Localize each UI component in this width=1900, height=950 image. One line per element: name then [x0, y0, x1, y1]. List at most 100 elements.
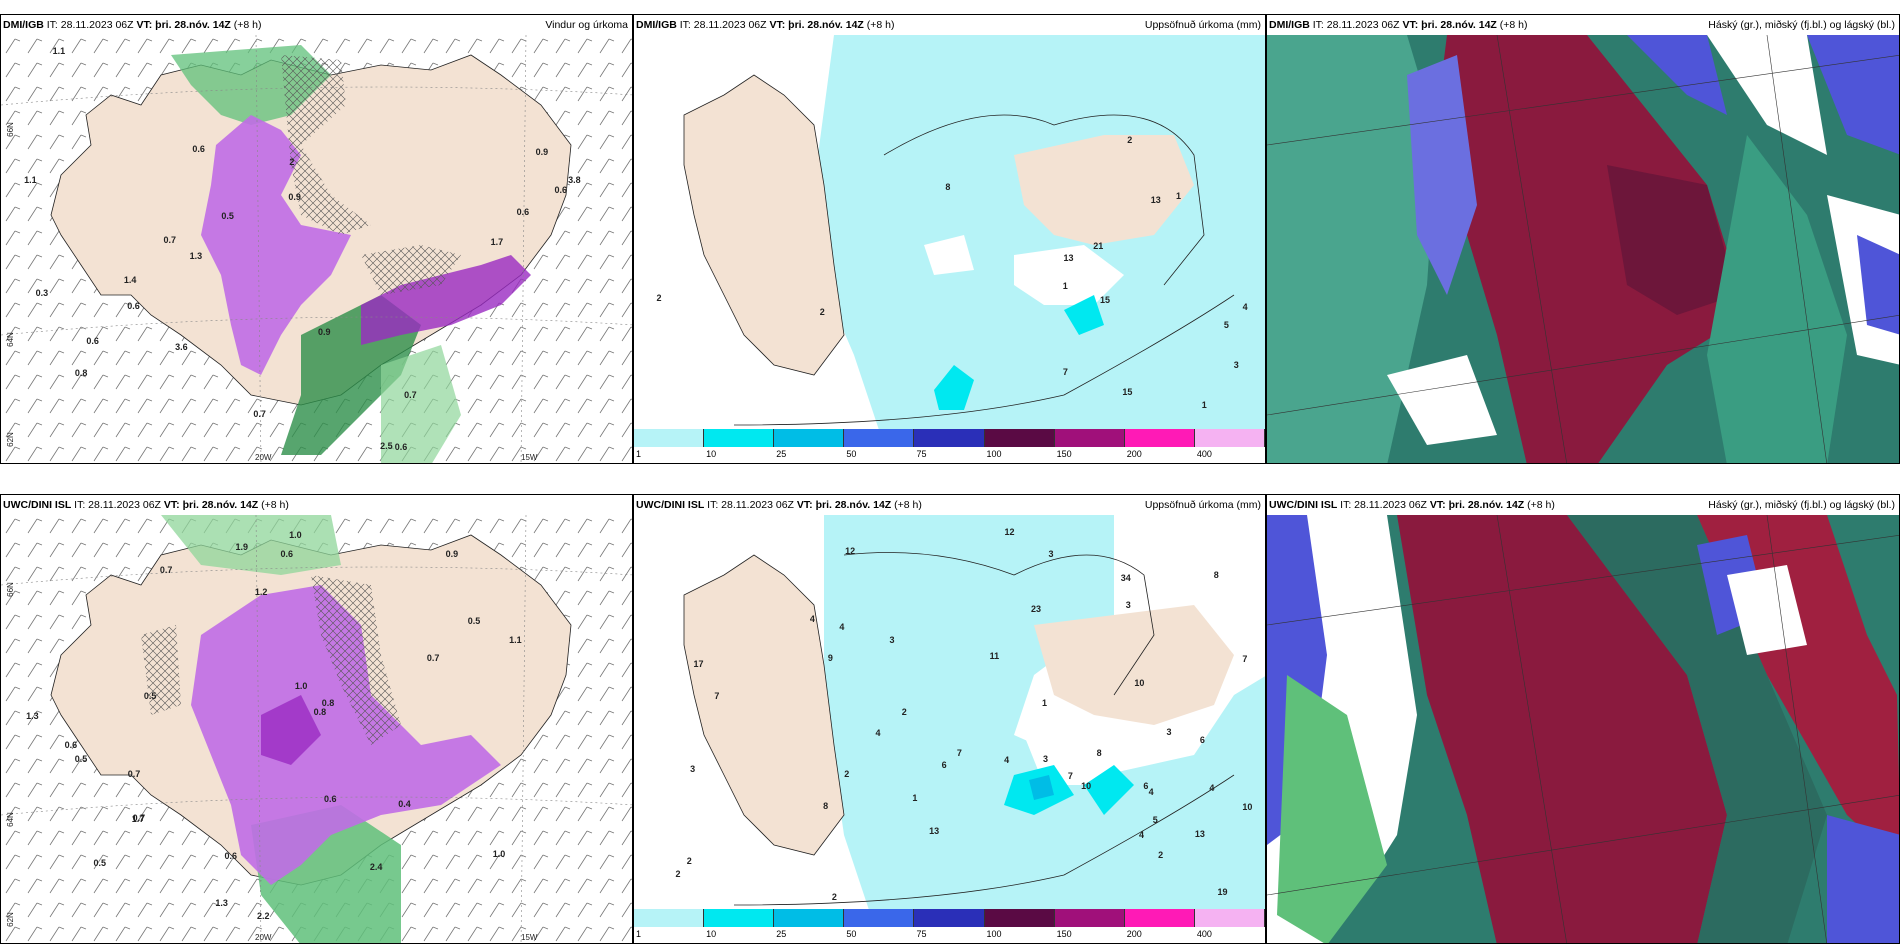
value-label: 0.5 — [221, 210, 234, 221]
panel-wind-dmi: DMI/IGB IT: 28.11.2023 06Z VT: þri. 28.n… — [0, 14, 633, 464]
colorbar-tick: 1 — [636, 929, 642, 939]
value-label: 0.7 — [426, 652, 440, 663]
value-label: 10 — [1242, 801, 1253, 812]
lead-time: (+8 h) — [261, 499, 289, 511]
value-label: 0.9 — [318, 326, 331, 337]
value-label: 3.6 — [175, 342, 188, 353]
value-label: 2 — [819, 306, 825, 317]
value-label: 2 — [289, 156, 295, 167]
panel-wind-uwc: UWC/DINI ISL IT: 28.11.2023 06Z VT: þri.… — [0, 494, 633, 944]
value-label: 0.6 — [127, 301, 140, 312]
value-label: 0.6 — [516, 206, 530, 217]
value-label: 1.3 — [26, 710, 39, 721]
value-label: 1.7 — [490, 237, 504, 248]
value-label: 7 — [1242, 654, 1248, 665]
value-label: 1.7 — [131, 814, 145, 825]
value-label: 0.8 — [74, 367, 88, 378]
colorbar-swatch — [704, 429, 775, 447]
value-label: 0.4 — [398, 799, 411, 810]
panel-header: DMI/IGB IT: 28.11.2023 06Z VT: þri. 28.n… — [634, 15, 1265, 35]
panel-header: UWC/DINI ISL IT: 28.11.2023 06Z VT: þri.… — [634, 495, 1265, 515]
value-label: 8 — [945, 182, 951, 193]
value-label: 3 — [1048, 548, 1054, 559]
panel-cloud-uwc: UWC/DINI ISL IT: 28.11.2023 06Z VT: þri.… — [1266, 494, 1900, 944]
value-label: 0.6 — [224, 850, 238, 861]
value-label: 19 — [1217, 886, 1228, 897]
valid-time: þri. 28.nóv. 14Z — [815, 499, 892, 511]
colorbar-swatch — [984, 429, 1055, 447]
value-label: 4 — [1209, 783, 1215, 794]
value-label: 12 — [845, 545, 856, 556]
value-label: 0.6 — [280, 549, 293, 560]
valid-time-label: VT: — [163, 499, 180, 511]
value-label: 9 — [827, 653, 833, 664]
value-label: 4 — [1242, 302, 1248, 313]
value-label: 0.6 — [86, 335, 99, 346]
model-name: DMI/IGB — [1269, 19, 1310, 31]
value-label: 0.6 — [394, 442, 408, 453]
value-label: 3 — [1233, 360, 1239, 371]
wind-map — [1, 515, 632, 943]
colorbar-tick: 50 — [846, 449, 857, 459]
cloud-map — [1267, 35, 1899, 463]
colorbar-swatch — [634, 429, 705, 447]
value-label: 11 — [989, 650, 1000, 661]
value-label: 13 — [1150, 194, 1161, 205]
value-label: 6 — [1199, 735, 1205, 746]
colorbar-swatch — [634, 909, 705, 927]
precip-purple — [201, 115, 351, 375]
value-label: 12 — [1004, 527, 1015, 538]
colorbar-swatch — [914, 909, 985, 927]
panel-cloud-dmi: DMI/IGB IT: 28.11.2023 06Z VT: þri. 28.n… — [1266, 14, 1900, 464]
panel-accum-uwc: UWC/DINI ISL IT: 28.11.2023 06Z VT: þri.… — [633, 494, 1266, 944]
colorbar-tick: 150 — [1056, 449, 1072, 459]
colorbar-tick: 10 — [706, 449, 717, 459]
colorbar-swatch — [1194, 429, 1265, 447]
panel-title: Uppsöfnuð úrkoma (mm) — [1144, 499, 1261, 511]
model-name: DMI/IGB — [636, 19, 677, 31]
value-label: 2 — [901, 707, 907, 718]
value-label: 0.5 — [74, 753, 88, 764]
valid-time-label: VT: — [769, 19, 786, 31]
value-label: 1 — [1201, 400, 1207, 411]
value-label: 3 — [1166, 726, 1172, 737]
model-name: UWC/DINI ISL — [636, 499, 705, 511]
value-label: 8 — [823, 800, 829, 811]
value-label: 0.6 — [324, 794, 337, 805]
value-label: 4 — [1148, 786, 1154, 797]
value-label: 1.0 — [289, 530, 302, 541]
lat-label: 62N — [5, 432, 15, 447]
value-label: 4 — [839, 621, 845, 632]
value-label: 13 — [1194, 828, 1205, 839]
value-label: 5 — [1152, 814, 1158, 825]
value-label: 7 — [1062, 367, 1068, 378]
value-label: 13 — [929, 826, 940, 837]
lead-time: (+8 h) — [1499, 19, 1528, 31]
value-label: 0.8 — [321, 698, 335, 709]
value-label: 3.8 — [568, 175, 581, 186]
value-label: 0.6 — [554, 184, 568, 195]
wind-map — [1, 35, 632, 463]
value-label: 1.9 — [235, 541, 249, 552]
value-label: 17 — [693, 659, 704, 670]
value-label: 2 — [686, 856, 692, 867]
value-label: 1.3 — [215, 897, 228, 908]
colorbar-tick: 25 — [776, 929, 787, 939]
value-label: 3 — [889, 635, 895, 646]
lon-label: 15W — [521, 933, 538, 942]
value-label: 0.6 — [192, 144, 205, 155]
value-label: 1.2 — [254, 587, 268, 598]
panel-title: Háský (gr.), miðský (fj.bl.) og lágský (… — [1708, 19, 1895, 31]
value-label: 34 — [1120, 572, 1131, 583]
lead-time: (+8 h) — [1527, 499, 1555, 511]
value-label: 7 — [1067, 770, 1073, 781]
panel-accum-dmi: DMI/IGB IT: 28.11.2023 06Z VT: þri. 28.n… — [633, 14, 1266, 464]
panel-title: Vindur og úrkoma — [545, 19, 628, 31]
init-time: IT: 28.11.2023 06Z — [707, 499, 794, 511]
model-name: UWC/DINI ISL — [3, 499, 72, 511]
value-label: 0.5 — [467, 615, 481, 626]
lat-label: 66N — [5, 582, 15, 597]
value-label: 4 — [1139, 830, 1145, 841]
value-label: 0.7 — [132, 813, 146, 824]
value-label: 2 — [831, 892, 837, 903]
